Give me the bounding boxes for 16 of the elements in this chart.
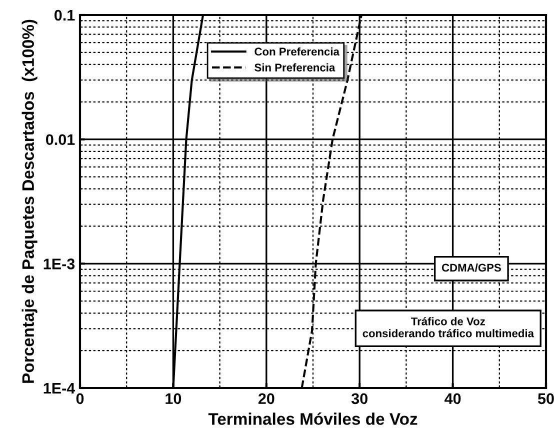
annotation: CDMA/GPS <box>442 263 501 272</box>
legend-label: Sin Preferencia <box>254 63 336 72</box>
y-tick-label: 0.1 <box>54 10 75 21</box>
legend-label: Con Preferencia <box>254 47 340 56</box>
x-axis-title: Terminales Móviles de Voz <box>208 412 418 425</box>
y-tick-label: 1E-3 <box>44 258 75 270</box>
x-tick-label: 50 <box>538 393 554 404</box>
y-tick-label: 1E-4 <box>44 383 76 394</box>
x-tick-label: 10 <box>166 393 182 404</box>
x-tick-label: 20 <box>258 393 274 404</box>
y-axis-title: Porcentaje de Paquetes Descartados (x100%) <box>22 20 38 383</box>
annotation: Tráfico de Voz considerando tráfico multimedia <box>362 317 534 338</box>
y-tick-label: 0.01 <box>46 134 75 146</box>
x-tick-label: 0 <box>76 393 84 404</box>
x-tick-label: 30 <box>351 393 368 404</box>
x-tick-label: 40 <box>444 393 461 404</box>
